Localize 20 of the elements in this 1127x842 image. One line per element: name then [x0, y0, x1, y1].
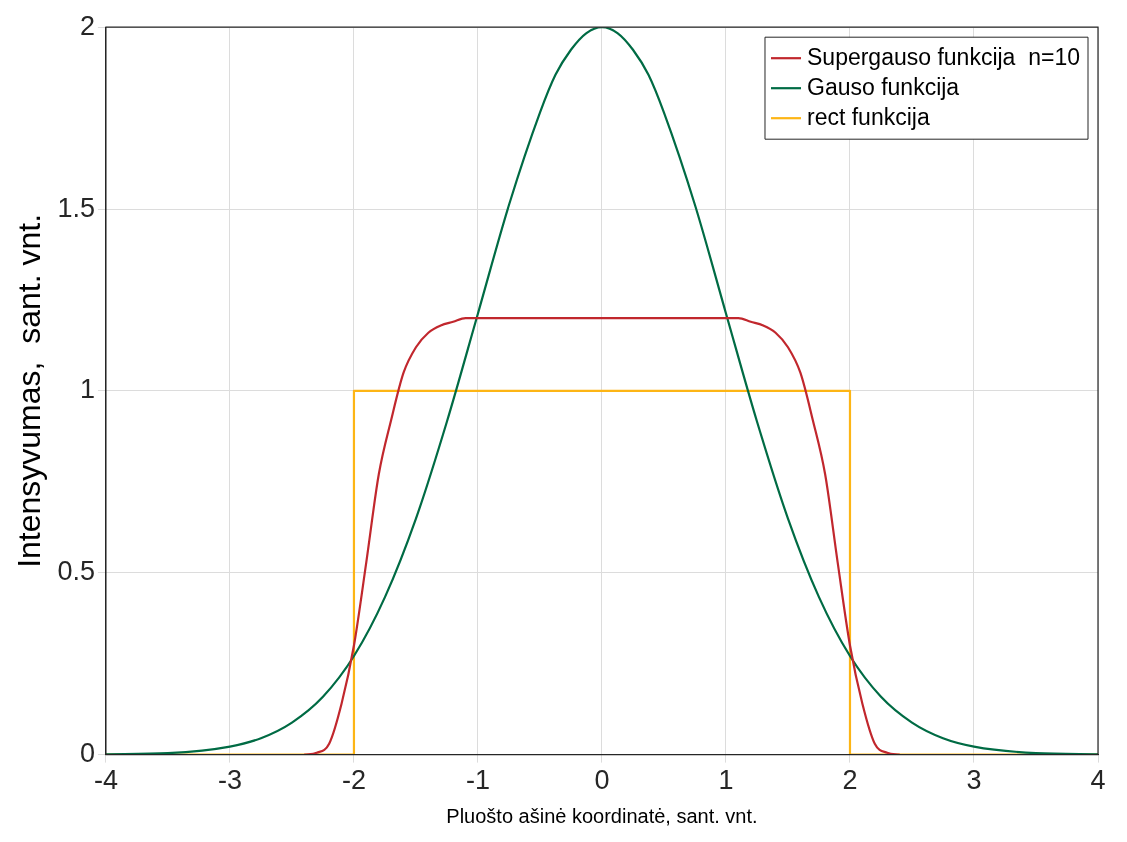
y-tick-label: 0.5 — [57, 556, 95, 587]
y-tick-label: 2 — [79, 10, 95, 41]
x-tick-label: -2 — [341, 765, 366, 796]
y-tick-label: 1.5 — [57, 192, 95, 223]
x-tick-label: 3 — [966, 765, 982, 796]
x-tick-label: -1 — [465, 765, 490, 796]
x-tick-label: 0 — [594, 765, 610, 796]
x-tick-label: -3 — [217, 765, 242, 796]
y-axis-title: Intensyvumas, sant. vnt. — [11, 213, 48, 568]
x-tick-label: 2 — [842, 765, 858, 796]
x-tick-label: 4 — [1090, 765, 1106, 796]
x-tick-label: -4 — [93, 765, 118, 796]
legend-label: Supergauso funkcija n=10 — [807, 43, 1081, 70]
y-tick-label: 0 — [79, 738, 95, 769]
legend-label: Gauso funkcija — [807, 73, 960, 100]
x-tick-label: 1 — [718, 765, 734, 796]
x-axis-title: Pluošto ašinė koordinatė, sant. vnt. — [446, 804, 758, 827]
y-tick-label: 1 — [79, 374, 95, 405]
line-series — [303, 317, 901, 755]
legend-label: rect funkcija — [807, 103, 930, 130]
